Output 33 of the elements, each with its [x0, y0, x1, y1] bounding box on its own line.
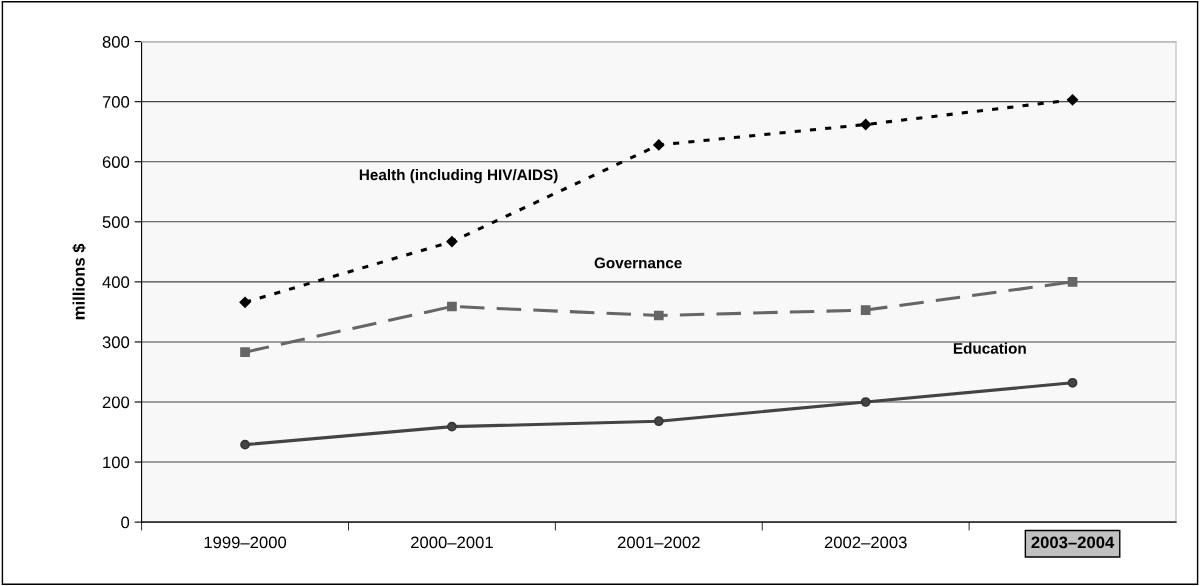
y-tick-label: 800	[102, 36, 130, 48]
text: Governance	[594, 257, 682, 269]
y-tick-label: 0	[121, 516, 130, 529]
point	[240, 347, 250, 358]
x-tick-label: 2001–2002	[617, 536, 700, 549]
text: Education	[953, 342, 1026, 354]
point	[860, 118, 872, 131]
y-tick-label: 200	[102, 396, 130, 409]
point	[447, 421, 457, 432]
point	[1066, 94, 1079, 106]
series-label: Health (including HIV/AIDS)	[359, 169, 558, 184]
y-tick-label: 700	[102, 96, 130, 108]
y-tick-label: 100	[103, 456, 130, 469]
y-axis-title: millions $	[72, 243, 86, 320]
y-tick-label: 400	[102, 276, 130, 289]
x-tick-label: 1999–2000	[204, 536, 287, 549]
y-tick-label: 600	[102, 156, 130, 168]
y-tick-label: 300	[102, 336, 130, 349]
x-tick-label: 2002–2003	[824, 536, 907, 549]
point	[447, 301, 457, 312]
point	[446, 236, 458, 248]
x-tick-label: 2003–2004	[1031, 536, 1115, 549]
point	[653, 416, 664, 427]
point	[1067, 377, 1078, 388]
point	[240, 439, 250, 450]
point	[653, 310, 664, 321]
point	[653, 139, 665, 151]
point	[239, 296, 251, 308]
point	[1067, 277, 1078, 287]
point	[860, 397, 871, 407]
y-tick-label: 500	[102, 216, 130, 228]
x-tick-label: 2000–2001	[411, 536, 493, 549]
point	[860, 305, 871, 315]
